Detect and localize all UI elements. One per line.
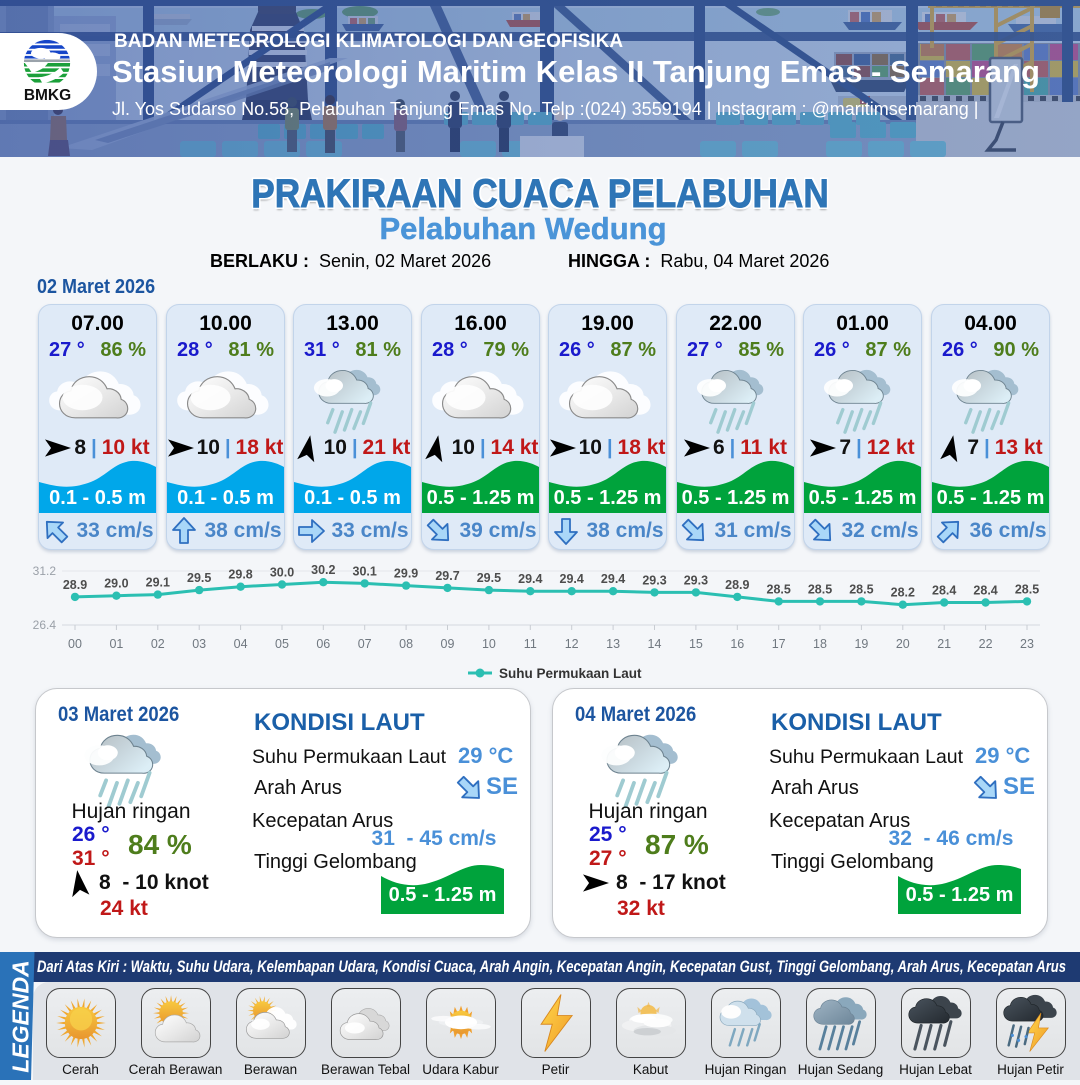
svg-text:29.3: 29.3 [684, 573, 708, 587]
svg-text:29.4: 29.4 [518, 572, 542, 586]
svg-text:29.5: 29.5 [187, 571, 211, 585]
svg-text:31.2: 31.2 [33, 564, 57, 578]
svg-text:19: 19 [854, 637, 868, 651]
svg-text:29.0: 29.0 [104, 577, 128, 591]
svg-text:29.4: 29.4 [601, 572, 625, 586]
svg-text:09: 09 [441, 637, 455, 651]
svg-text:29.4: 29.4 [560, 572, 584, 586]
svg-text:16: 16 [730, 637, 744, 651]
svg-text:07: 07 [358, 637, 372, 651]
svg-text:29.1: 29.1 [146, 576, 170, 590]
svg-text:28.9: 28.9 [63, 578, 87, 592]
svg-text:01: 01 [109, 637, 123, 651]
svg-text:28.5: 28.5 [849, 582, 873, 596]
svg-text:00: 00 [68, 637, 82, 651]
svg-text:20: 20 [896, 637, 910, 651]
svg-text:22: 22 [979, 637, 993, 651]
svg-text:17: 17 [772, 637, 786, 651]
svg-text:06: 06 [316, 637, 330, 651]
svg-text:28.5: 28.5 [1015, 582, 1039, 596]
svg-text:30.2: 30.2 [311, 563, 335, 577]
svg-text:29.5: 29.5 [477, 571, 501, 585]
svg-text:23: 23 [1020, 637, 1034, 651]
svg-text:30.1: 30.1 [353, 564, 377, 578]
svg-text:05: 05 [275, 637, 289, 651]
svg-text:11: 11 [524, 637, 537, 651]
svg-text:28.5: 28.5 [767, 582, 791, 596]
svg-text:10: 10 [482, 637, 496, 651]
svg-text:30.0: 30.0 [270, 566, 294, 580]
svg-text:29.8: 29.8 [228, 568, 252, 582]
svg-text:Suhu Permukaan Laut: Suhu Permukaan Laut [499, 666, 642, 681]
svg-text:29.3: 29.3 [642, 573, 666, 587]
svg-text:12: 12 [565, 637, 579, 651]
svg-text:28.5: 28.5 [808, 582, 832, 596]
svg-text:15: 15 [689, 637, 703, 651]
svg-text:26.4: 26.4 [33, 618, 57, 632]
svg-text:21: 21 [937, 637, 951, 651]
svg-text:13: 13 [606, 637, 620, 651]
svg-text:14: 14 [648, 637, 662, 651]
svg-text:29.9: 29.9 [394, 567, 418, 581]
svg-text:03: 03 [192, 637, 206, 651]
svg-text:08: 08 [399, 637, 413, 651]
svg-text:02: 02 [151, 637, 165, 651]
svg-text:28.9: 28.9 [725, 578, 749, 592]
svg-text:28.2: 28.2 [891, 586, 915, 600]
svg-text:28.4: 28.4 [932, 584, 956, 598]
svg-text:28.4: 28.4 [973, 584, 997, 598]
svg-text:18: 18 [813, 637, 827, 651]
svg-text:29.7: 29.7 [435, 569, 459, 583]
svg-text:04: 04 [234, 637, 248, 651]
